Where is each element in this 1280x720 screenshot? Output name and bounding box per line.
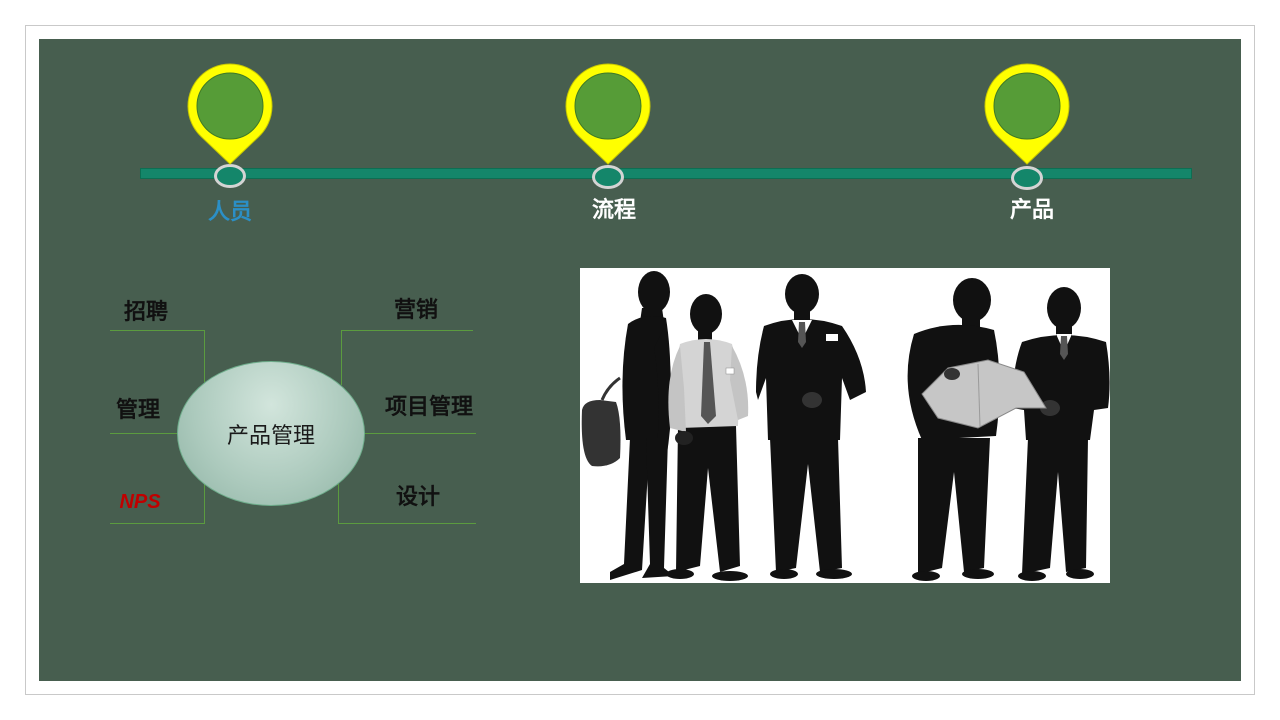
bag — [581, 400, 621, 467]
timeline-node-ring-2 — [592, 165, 624, 189]
connector-top-right-horizontal — [341, 330, 473, 331]
leg — [610, 438, 650, 580]
person-silhouette-1 — [581, 271, 674, 580]
mind-map-center-label: 产品管理 — [226, 422, 315, 448]
branch-label-marketing: 营销 — [393, 297, 438, 322]
connector-top-left-horizontal — [110, 330, 205, 331]
slide-frame — [25, 25, 1255, 695]
shoe — [712, 571, 748, 581]
location-pin-icon — [984, 63, 1070, 165]
shoe — [1018, 571, 1046, 581]
sleeve — [668, 346, 686, 432]
hand — [675, 431, 693, 445]
shoe — [770, 569, 798, 579]
branch-label-project-management: 项目管理 — [384, 394, 473, 419]
person-silhouette-4 — [907, 278, 1047, 581]
branch-label-recruiting: 招聘 — [123, 299, 168, 324]
timeline-label-process: 流程 — [591, 197, 636, 222]
sleeve — [730, 346, 749, 420]
connector-top-left-vertical — [204, 330, 205, 382]
legs — [1022, 438, 1088, 574]
shoe — [912, 571, 940, 581]
hand — [1040, 400, 1060, 416]
arm — [654, 328, 672, 460]
timeline-label-people: 人员 — [207, 199, 252, 224]
shoe — [1066, 569, 1094, 579]
connector-middle-right — [364, 433, 476, 434]
badge — [725, 367, 735, 375]
mind-map-center-node: 产品管理 — [177, 361, 365, 506]
connector-top-right-vertical — [341, 330, 342, 385]
head — [785, 274, 819, 314]
branch-label-management: 管理 — [115, 397, 160, 422]
torso — [1012, 335, 1110, 440]
shoe — [962, 569, 994, 579]
tie — [798, 322, 806, 348]
connector-bottom-right-horizontal — [338, 523, 476, 524]
neck — [1056, 324, 1072, 336]
head — [690, 294, 722, 334]
location-pin-icon — [565, 63, 651, 165]
legs — [918, 438, 990, 574]
head — [638, 271, 670, 313]
shoe — [666, 569, 694, 579]
pin-inner-circle — [196, 72, 264, 140]
connector-bottom-right-vertical — [338, 484, 339, 523]
person-silhouette-2 — [666, 294, 749, 581]
pants — [676, 426, 740, 572]
bag-strap — [600, 376, 621, 401]
hand — [944, 368, 960, 380]
torso — [756, 319, 866, 440]
person-silhouette-3 — [756, 274, 866, 579]
badge — [826, 334, 838, 341]
pin-inner-circle — [574, 72, 642, 140]
shoe — [816, 569, 852, 579]
timeline-node-ring-3 — [1011, 166, 1043, 190]
business-people-image — [580, 268, 1110, 583]
leg — [642, 438, 674, 578]
neck — [698, 328, 712, 340]
branch-label-nps: NPS — [119, 491, 161, 513]
timeline-label-product: 产品 — [1009, 197, 1054, 222]
head — [953, 278, 991, 322]
tie — [701, 342, 716, 424]
person-silhouette-5 — [1012, 287, 1110, 581]
hand — [802, 392, 822, 408]
connector-bottom-left-vertical — [204, 484, 205, 523]
timeline-node-ring-1 — [214, 164, 246, 188]
connector-bottom-left-horizontal — [110, 523, 205, 524]
pin-inner-circle — [993, 72, 1061, 140]
legs — [770, 438, 842, 572]
connector-middle-left — [110, 433, 178, 434]
tie — [1060, 336, 1068, 360]
paper-fold — [977, 363, 981, 427]
timeline-bar — [140, 168, 1192, 179]
location-pin-icon — [187, 63, 273, 165]
neck — [794, 310, 810, 322]
head — [1047, 287, 1081, 329]
branch-label-design: 设计 — [395, 484, 440, 509]
